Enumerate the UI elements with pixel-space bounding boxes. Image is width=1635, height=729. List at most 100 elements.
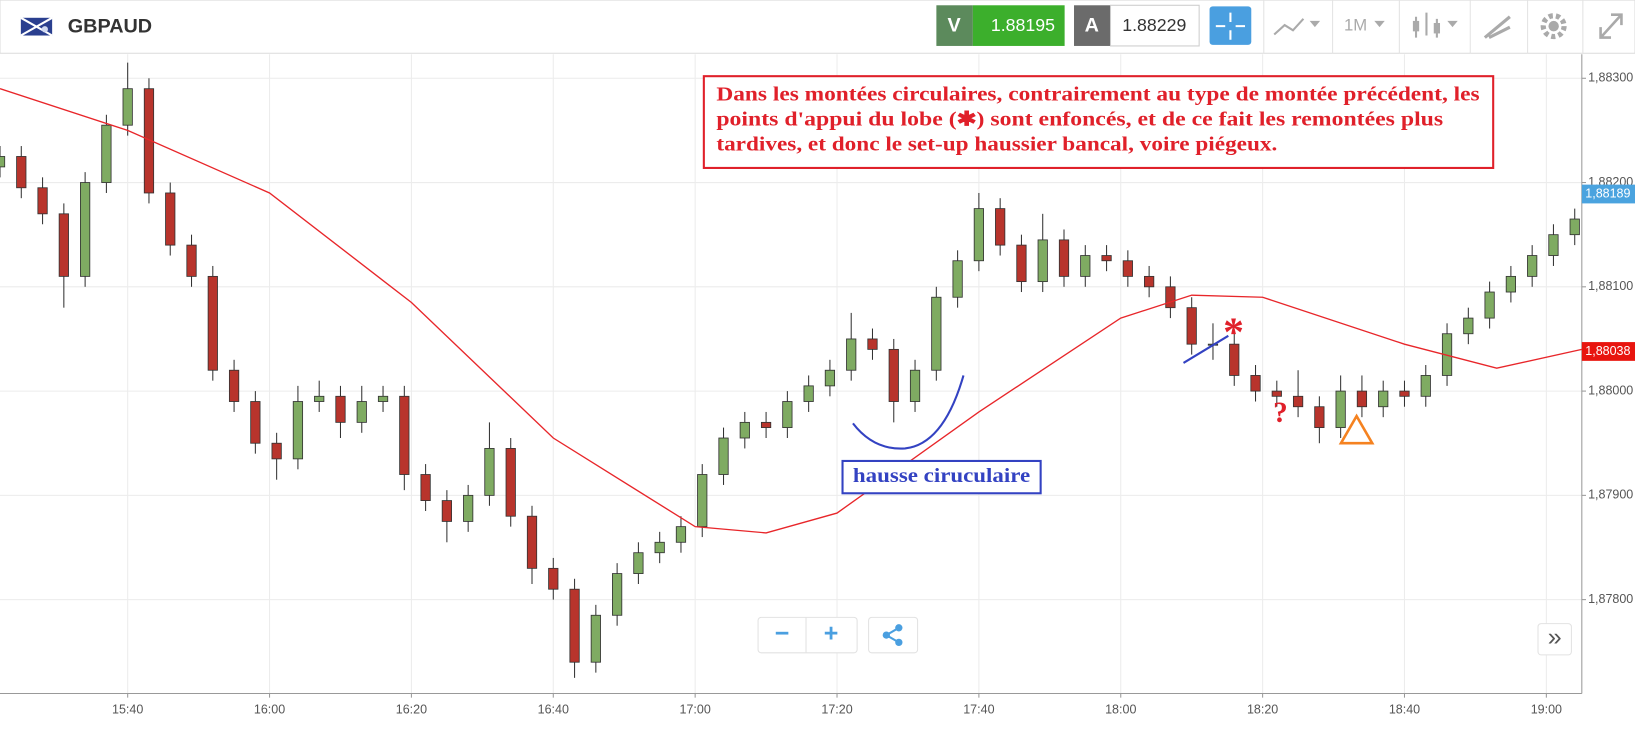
y-tick-label: 1,88000: [1588, 383, 1633, 397]
candle-body: [1314, 406, 1325, 429]
candle-body: [122, 88, 133, 126]
candle-body: [1569, 218, 1580, 236]
expand-icon[interactable]: [1599, 13, 1623, 39]
candle-body: [1378, 390, 1389, 408]
trend-slash: [1182, 334, 1229, 364]
crosshair-button[interactable]: [1209, 6, 1252, 45]
candle-body: [377, 395, 389, 402]
candle-body: [1335, 390, 1346, 429]
candle-body: [1080, 255, 1091, 277]
candle-body: [973, 208, 984, 262]
candle-body: [952, 260, 963, 298]
x-tick-label: 15:40: [112, 702, 143, 716]
settings-icon[interactable]: [1540, 13, 1567, 40]
x-tick-label: 18:20: [1247, 702, 1278, 716]
x-tick-label: 16:40: [538, 702, 569, 716]
candle-body: [143, 88, 155, 194]
candle-body: [1548, 234, 1559, 256]
sell-price: 1.88195: [991, 15, 1055, 35]
candle-body: [335, 395, 346, 423]
indicator-icon-body: [1412, 20, 1420, 32]
note-line: points d'appui du lobe (✱) sont enfoncés…: [716, 109, 1443, 131]
candle-body: [165, 192, 176, 246]
question-mark: ?: [1273, 397, 1288, 429]
candle-body: [1484, 291, 1495, 319]
candle-body: [1122, 260, 1133, 277]
star-mark: *: [1223, 309, 1244, 355]
note-line: tardives, et donc le set-up haussier ban…: [716, 134, 1277, 156]
candle-body: [186, 244, 197, 277]
sell-label-box[interactable]: [936, 5, 973, 46]
sell-price-box[interactable]: [972, 5, 1065, 46]
candle-body: [824, 369, 836, 387]
candle-body: [271, 442, 282, 460]
candle-body: [1058, 239, 1070, 277]
y-tick-label: 1,88100: [1588, 279, 1633, 293]
candle-body: [1186, 307, 1197, 345]
scroll-button[interactable]: [1537, 623, 1572, 656]
sell-label: V: [947, 14, 961, 36]
x-tick-label: 17:20: [821, 702, 852, 716]
header-bar: [0, 0, 1635, 54]
share-icon-dot: [895, 624, 903, 632]
x-tick-label: 17:00: [680, 702, 711, 716]
candle-body: [1165, 286, 1176, 309]
candle-body: [80, 182, 91, 277]
settings-icon-center: [1548, 20, 1559, 32]
candle-body: [697, 474, 708, 528]
candle-body: [58, 213, 69, 277]
y-tick-label: 1,88300: [1588, 71, 1633, 85]
candle-body: [1527, 255, 1538, 277]
zoom-in[interactable]: +: [824, 620, 839, 648]
indicator-icon-body: [1433, 23, 1441, 34]
pattern-arc: [852, 375, 965, 450]
price-tag: [1581, 184, 1635, 204]
buy-price-box[interactable]: [1109, 4, 1200, 47]
candle-body: [548, 567, 559, 590]
candle-body: [888, 348, 899, 402]
triangle-mark: [1338, 413, 1375, 445]
candle-body: [1420, 375, 1431, 397]
candle-body: [739, 421, 750, 439]
candle-body: [569, 588, 580, 663]
price-tag: [1581, 342, 1635, 361]
candle-body: [207, 275, 218, 371]
candle-body: [1016, 244, 1027, 283]
symbol: GBPAUD: [68, 15, 152, 37]
candle-body: [1463, 317, 1474, 335]
zoom-group: [757, 616, 858, 654]
moving-average: [0, 88, 1582, 534]
candle-body: [1144, 275, 1155, 288]
x-tick-label: 17:40: [963, 702, 994, 716]
candle-body: [1292, 395, 1304, 408]
candle-body: [399, 395, 410, 475]
candle-body: [356, 401, 367, 423]
buy-label: A: [1085, 14, 1099, 36]
flag-star: [41, 26, 48, 33]
flag-cross: [20, 16, 53, 37]
chart-type-icon[interactable]: [1273, 18, 1305, 36]
candle-body: [463, 494, 474, 522]
share-button[interactable]: [868, 616, 919, 654]
zoom-out[interactable]: −: [775, 620, 790, 648]
candle-body: [16, 156, 27, 189]
buy-price: 1.88229: [1122, 15, 1186, 35]
candle-body: [612, 573, 623, 616]
timeframe[interactable]: 1M: [1344, 16, 1367, 35]
candle-body: [1250, 375, 1261, 392]
buy-label-box[interactable]: [1074, 5, 1111, 46]
x-tick-label: 18:40: [1389, 702, 1420, 716]
candle-body: [633, 552, 644, 574]
crosshair-icon: [1215, 12, 1246, 40]
candle-body: [803, 385, 814, 402]
pattern-box: [841, 459, 1042, 495]
candle-body: [846, 338, 857, 371]
y-tick-label: 1,87800: [1588, 592, 1633, 606]
candle-body: [718, 437, 729, 475]
candle-body: [1356, 390, 1368, 408]
candle-body: [505, 448, 516, 517]
draw-icon[interactable]: [1483, 15, 1511, 40]
candle-body: [590, 614, 601, 663]
